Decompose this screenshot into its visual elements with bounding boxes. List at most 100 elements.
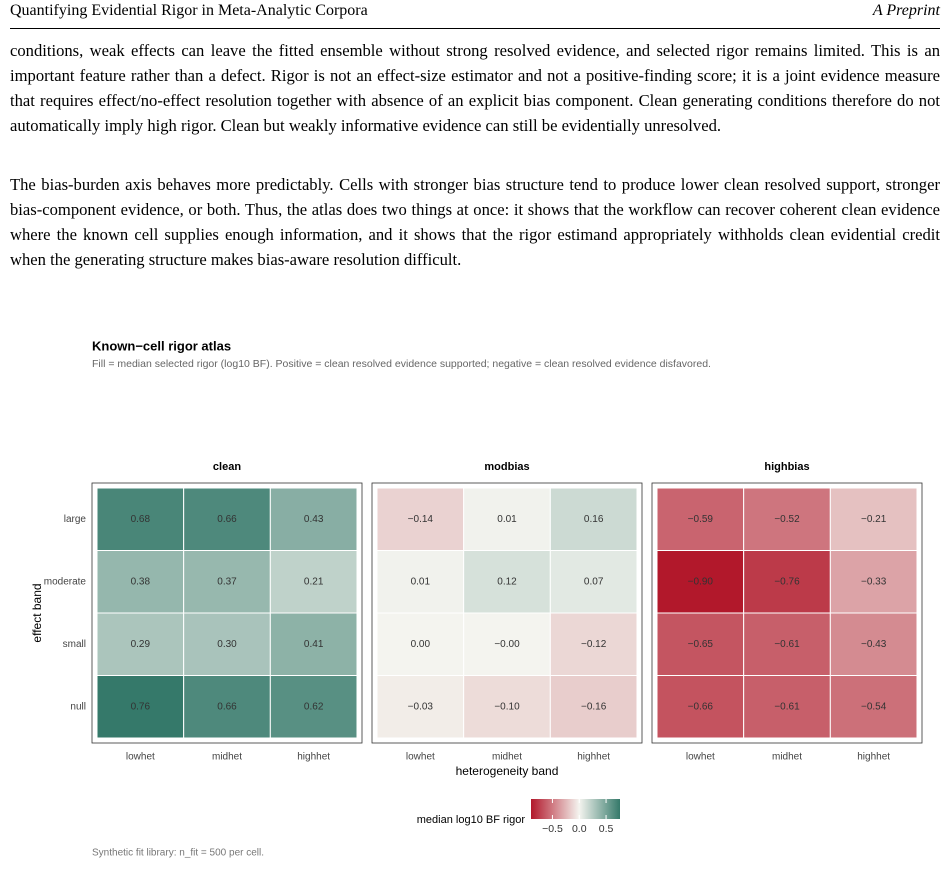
heat-cell [376,487,465,551]
x-tick-label: midhet [212,752,242,763]
header-title: Quantifying Evidential Rigor in Meta-Ana… [10,2,368,19]
cell-label: 0.38 [131,576,151,587]
heat-cell [96,675,185,739]
x-tick-label: lowhet [686,752,715,763]
cell-label: 0.07 [584,576,604,587]
cell-label: −0.33 [861,576,887,587]
heat-cell [829,675,918,739]
x-tick-label: lowhet [406,752,435,763]
heat-cell [743,487,831,551]
cell-label: 0.01 [411,576,431,587]
cell-label: −0.66 [688,701,714,712]
colorbar [531,799,620,819]
x-tick-label: highhet [857,752,890,763]
cell-label: −0.61 [774,639,800,650]
heat-cell [463,612,551,676]
cell-label: 0.68 [131,514,151,525]
facet-label: modbias [484,461,529,473]
cell-label: 0.29 [131,639,151,650]
heat-cell [376,675,465,739]
cell-label: 0.30 [217,639,237,650]
y-tick-label: small [63,639,86,650]
heat-cell [183,675,271,739]
heat-cell [549,487,638,551]
heat-cell [463,550,551,614]
x-axis-title: heterogeneity band [456,764,559,778]
x-tick-label: midhet [492,752,522,763]
heat-cell [656,487,745,551]
cell-label: −0.10 [494,701,520,712]
heat-cell [269,612,358,676]
cell-label: 0.37 [217,576,237,587]
heat-cell [743,675,831,739]
x-tick-label: highhet [577,752,610,763]
y-axis-title: effect band [30,583,44,642]
cell-label: −0.52 [774,514,800,525]
legend-title: median log10 BF rigor [417,814,526,826]
caption: Synthetic fit library: n_fit = 500 per c… [92,848,264,859]
legend-tick-label: 0.5 [599,823,614,835]
x-tick-label: midhet [772,752,802,763]
cell-label: 0.66 [217,701,237,712]
cell-label: 0.76 [131,701,151,712]
heat-cell [376,612,465,676]
heat-cell [656,612,745,676]
cell-label: −0.54 [861,701,887,712]
cell-label: −0.43 [861,639,887,650]
y-tick-label: moderate [44,576,87,587]
heat-cell [269,675,358,739]
cell-label: 0.16 [584,514,604,525]
chart-title: Known−cell rigor atlas [92,338,231,353]
cell-label: 0.62 [304,701,324,712]
cell-label: −0.12 [581,639,607,650]
chart-subtitle: Fill = median selected rigor (log10 BF).… [92,358,711,370]
x-tick-label: highhet [297,752,330,763]
heat-cell [656,675,745,739]
paragraph: conditions, weak effects can leave the f… [10,41,940,135]
legend-tick-label: −0.5 [542,823,563,835]
header-rule [10,28,940,29]
cell-label: −0.76 [774,576,800,587]
cell-label: −0.65 [688,639,714,650]
paragraph: The bias-burden axis behaves more predic… [10,175,940,269]
panel-border [91,482,363,744]
heat-cell [376,550,465,614]
facet-label: highbias [764,461,809,473]
cell-label: 0.21 [304,576,324,587]
cell-label: −0.90 [688,576,714,587]
heat-cell [183,612,271,676]
heat-cell [183,487,271,551]
facet-label: clean [213,461,241,473]
cell-label: −0.03 [408,701,434,712]
cell-label: 0.12 [497,576,517,587]
cell-label: 0.41 [304,639,324,650]
cell-label: 0.00 [411,639,431,650]
panel-border [371,482,643,744]
heat-cell [96,487,185,551]
cell-label: 0.01 [497,514,517,525]
cell-label: 0.43 [304,514,324,525]
y-tick-label: large [64,514,87,525]
cell-label: −0.61 [774,701,800,712]
header-tag: A Preprint [872,2,940,19]
cell-label: −0.00 [494,639,520,650]
cell-label: −0.21 [861,514,887,525]
cell-label: −0.59 [688,514,714,525]
y-tick-label: null [70,701,86,712]
heat-cell [656,550,745,614]
heat-cell [829,487,918,551]
cell-label: −0.14 [408,514,434,525]
legend-tick-label: 0.0 [572,823,587,835]
heat-cell [829,612,918,676]
cell-label: 0.66 [217,514,237,525]
x-tick-label: lowhet [126,752,155,763]
panel-border [651,482,923,744]
heat-cell [743,550,831,614]
heat-cell [269,487,358,551]
heat-cell [549,675,638,739]
heat-cell [743,612,831,676]
heat-cell [549,550,638,614]
cell-label: −0.16 [581,701,607,712]
